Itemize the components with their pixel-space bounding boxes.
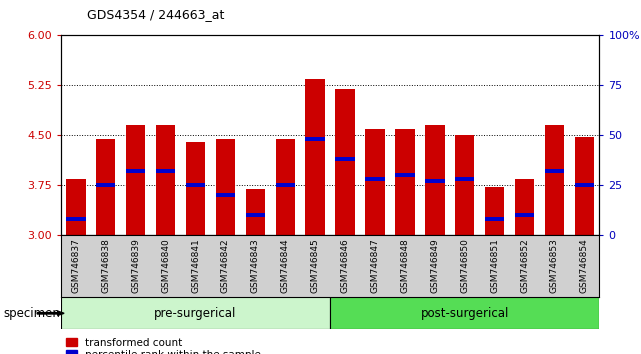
Bar — [425, 179, 445, 183]
Bar — [96, 183, 115, 187]
Text: GSM746852: GSM746852 — [520, 239, 529, 293]
Text: GSM746841: GSM746841 — [191, 239, 200, 293]
Text: GSM746840: GSM746840 — [161, 239, 170, 293]
Bar — [455, 177, 474, 181]
Bar — [156, 125, 176, 235]
Bar — [66, 179, 86, 235]
Text: GSM746853: GSM746853 — [550, 239, 559, 293]
Bar — [126, 125, 146, 235]
Bar — [485, 217, 504, 221]
Text: GSM746847: GSM746847 — [370, 239, 379, 293]
Text: GSM746844: GSM746844 — [281, 239, 290, 293]
Text: post-surgerical: post-surgerical — [420, 307, 509, 320]
Text: GSM746851: GSM746851 — [490, 239, 499, 293]
Bar — [306, 79, 325, 235]
Text: GSM746848: GSM746848 — [401, 239, 410, 293]
Text: pre-surgerical: pre-surgerical — [154, 307, 237, 320]
Text: GSM746842: GSM746842 — [221, 239, 230, 293]
Bar — [96, 139, 115, 235]
Text: GSM746845: GSM746845 — [311, 239, 320, 293]
Legend: transformed count, percentile rank within the sample: transformed count, percentile rank withi… — [66, 338, 261, 354]
Bar — [545, 125, 564, 235]
Bar — [276, 139, 295, 235]
Bar — [66, 217, 86, 221]
Text: GSM746839: GSM746839 — [131, 239, 140, 293]
Bar — [455, 136, 474, 235]
Text: GSM746846: GSM746846 — [340, 239, 349, 293]
Bar — [215, 193, 235, 198]
Bar — [276, 183, 295, 187]
Bar — [61, 297, 330, 329]
Bar — [365, 177, 385, 181]
Bar — [365, 129, 385, 235]
Bar — [186, 183, 205, 187]
Text: GDS4354 / 244663_at: GDS4354 / 244663_at — [87, 8, 224, 21]
Bar — [246, 189, 265, 235]
Bar — [395, 173, 415, 177]
Bar — [215, 139, 235, 235]
Bar — [330, 297, 599, 329]
Text: specimen: specimen — [3, 307, 60, 320]
Bar — [515, 179, 535, 235]
Text: GSM746850: GSM746850 — [460, 239, 469, 293]
Bar — [395, 129, 415, 235]
Bar — [575, 183, 594, 187]
Bar — [186, 142, 205, 235]
Bar — [545, 170, 564, 173]
Bar — [575, 137, 594, 235]
Text: GSM746843: GSM746843 — [251, 239, 260, 293]
Bar — [126, 170, 146, 173]
Bar — [425, 125, 445, 235]
Bar — [335, 89, 355, 235]
Bar — [156, 170, 176, 173]
Bar — [485, 187, 504, 235]
Bar — [515, 213, 535, 217]
Bar — [246, 213, 265, 217]
Bar — [306, 137, 325, 141]
Text: GSM746854: GSM746854 — [580, 239, 589, 293]
Bar — [335, 158, 355, 161]
Text: GSM746838: GSM746838 — [101, 239, 110, 293]
Text: GSM746837: GSM746837 — [71, 239, 80, 293]
Text: GSM746849: GSM746849 — [430, 239, 439, 293]
